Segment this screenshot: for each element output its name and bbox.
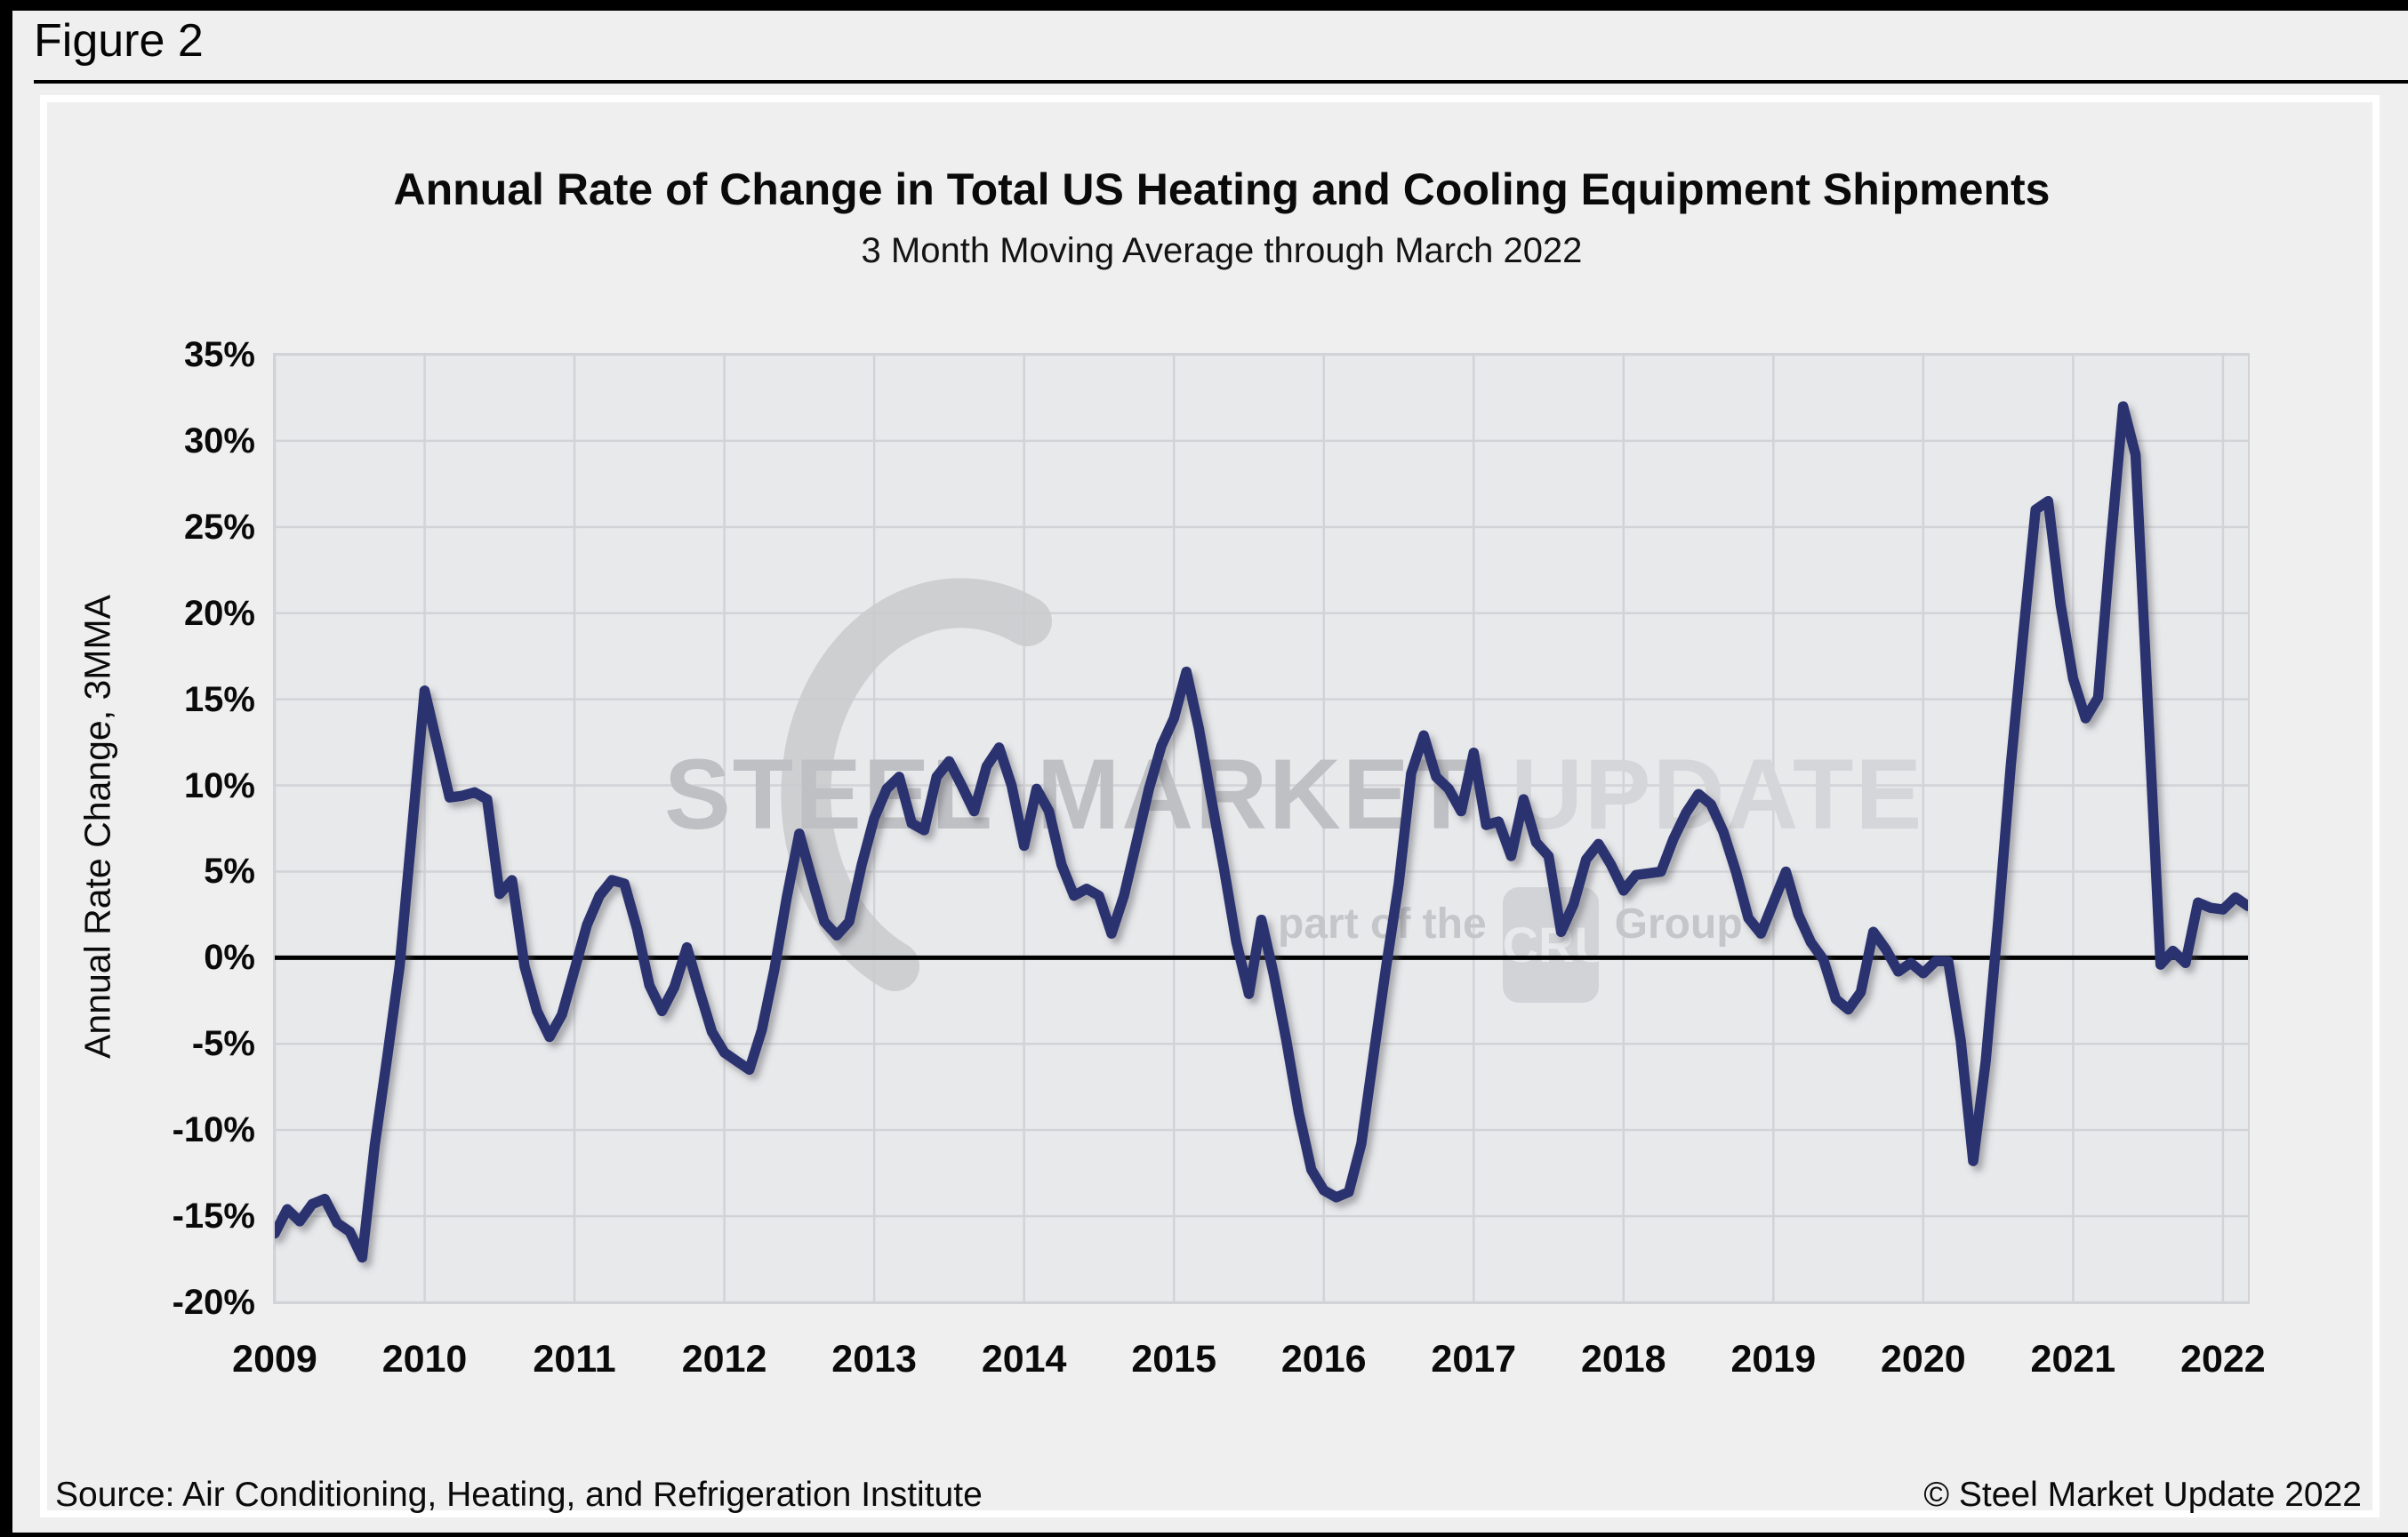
gridlines bbox=[275, 355, 2248, 1302]
plot-area: STEEL MARKET UPDATE part of the CRU Group bbox=[273, 353, 2250, 1304]
x-tick-label: 2010 bbox=[381, 1338, 468, 1381]
x-tick-label: 2009 bbox=[232, 1338, 317, 1381]
x-tick-label: 2011 bbox=[533, 1338, 616, 1381]
watermark-tagline-suffix: Group bbox=[1614, 900, 1743, 948]
y-tick-label: 35% bbox=[183, 335, 255, 374]
source-note: Source: Air Conditioning, Heating, and R… bbox=[55, 1476, 983, 1514]
y-tick-label: 30% bbox=[183, 420, 255, 460]
watermark-tagline-prefix: part of the bbox=[1278, 900, 1487, 948]
x-tick-label: 2018 bbox=[1580, 1338, 1666, 1381]
y-tick-label: -10% bbox=[172, 1110, 255, 1150]
watermark-tagline: part of the CRU Group bbox=[1278, 887, 1743, 1003]
y-axis-title: Annual Rate Change, 3MMA bbox=[76, 595, 118, 1059]
y-tick-label: 25% bbox=[183, 507, 255, 547]
watermark-word-update: UPDATE bbox=[1511, 739, 1924, 850]
data-line bbox=[275, 401, 2248, 1263]
cru-badge: CRU bbox=[1502, 887, 1610, 1003]
watermark: STEEL MARKET UPDATE part of the CRU Group bbox=[275, 355, 2248, 1302]
watermark-text: STEEL MARKET UPDATE bbox=[664, 737, 1923, 852]
y-tick-label: -15% bbox=[172, 1197, 255, 1237]
chart-subtitle: 3 Month Moving Average through March 202… bbox=[861, 231, 1583, 270]
y-tick-label: 15% bbox=[183, 679, 255, 719]
y-tick-label: 0% bbox=[204, 938, 255, 978]
x-tick-label: 2016 bbox=[1280, 1338, 1367, 1381]
x-tick-label: 2022 bbox=[2180, 1338, 2266, 1381]
y-tick-label: 20% bbox=[183, 593, 255, 633]
copyright-note: © Steel Market Update 2022 bbox=[1923, 1476, 2362, 1514]
chart-title: Annual Rate of Change in Total US Heatin… bbox=[393, 164, 2051, 214]
x-tick-label: 2015 bbox=[1131, 1338, 1217, 1381]
figure-label: Figure 2 bbox=[34, 15, 204, 67]
x-tick-label: 2021 bbox=[2030, 1338, 2116, 1381]
x-tick-label: 2012 bbox=[681, 1338, 767, 1381]
y-tick-label: -20% bbox=[172, 1283, 255, 1322]
watermark-swoosh-icon bbox=[781, 578, 1052, 991]
chart-panel bbox=[40, 95, 2380, 1517]
x-tick-label: 2020 bbox=[1881, 1338, 1966, 1381]
x-tick-label: 2013 bbox=[831, 1338, 917, 1381]
data-line-layer bbox=[275, 401, 2248, 1263]
x-tick-label: 2014 bbox=[981, 1338, 1067, 1381]
x-tick-label: 2017 bbox=[1431, 1338, 1517, 1381]
watermark-word-market: MARKET bbox=[1036, 739, 1473, 850]
x-tick-label: 2019 bbox=[1730, 1338, 1817, 1381]
y-tick-label: 5% bbox=[204, 852, 255, 892]
header-rule bbox=[34, 80, 2408, 84]
y-tick-label: 10% bbox=[183, 765, 255, 805]
y-tick-label: -5% bbox=[191, 1024, 255, 1064]
